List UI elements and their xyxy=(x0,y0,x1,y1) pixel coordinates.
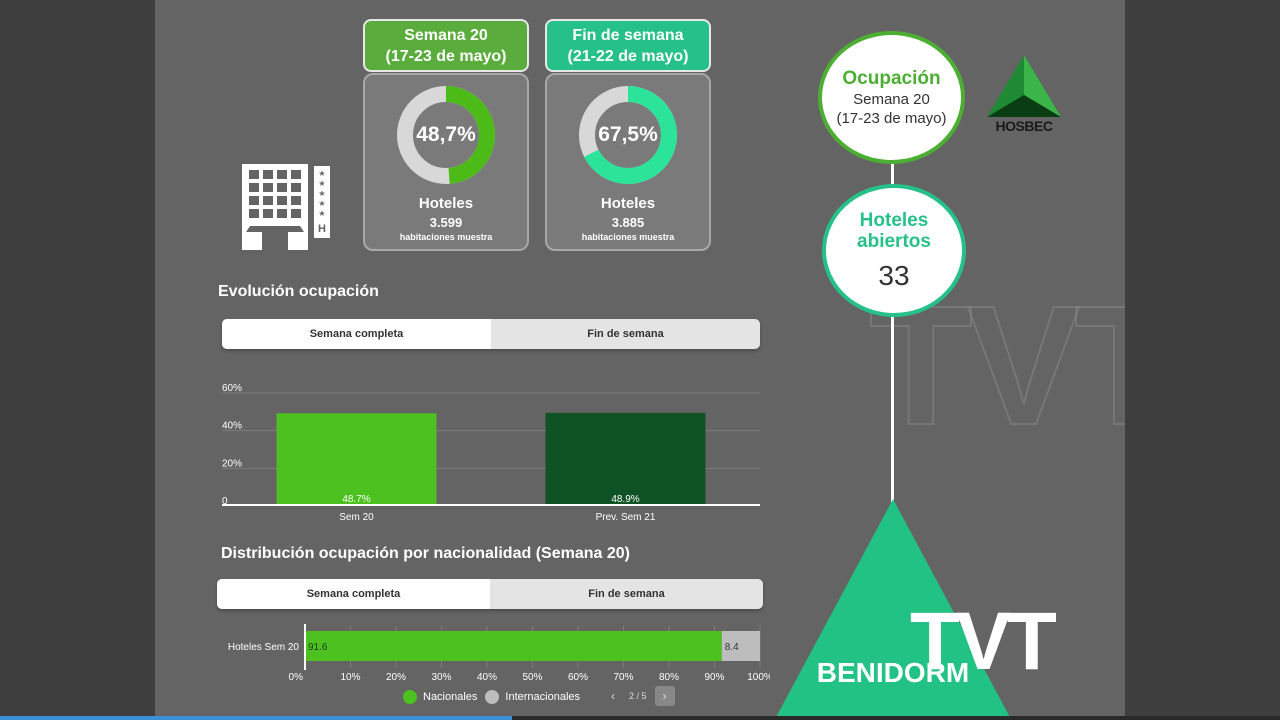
tab-weekend[interactable]: Fin de semana xyxy=(587,328,664,340)
bar-value-label: 48.9% xyxy=(611,494,639,505)
x-tick-label: 30% xyxy=(431,672,451,683)
occupancy-circle-title: Ocupación xyxy=(842,67,941,89)
x-tick-label: 10% xyxy=(340,672,360,683)
next-page-button[interactable]: › xyxy=(654,686,675,706)
svg-text:★: ★ xyxy=(318,209,325,218)
page-indicator: 2 / 5 xyxy=(629,691,647,701)
video-progress-bar[interactable] xyxy=(0,716,1280,720)
video-progress-fill xyxy=(0,716,512,720)
hosbec-logo-icon xyxy=(987,55,1061,117)
tvt-logo: TVT xyxy=(910,596,1057,687)
right-letterbox xyxy=(1125,0,1280,720)
x-tick-label: 90% xyxy=(704,672,724,683)
weekend-occupancy-card: 67,5% Hoteles 3.885 habitaciones muestra xyxy=(545,73,711,251)
occupancy-circle-dates: (17-23 de mayo) xyxy=(836,109,947,127)
svg-text:★: ★ xyxy=(318,169,325,178)
prev-page-button[interactable]: ‹ xyxy=(611,689,615,703)
weekend-card-rooms: 3.885 xyxy=(611,215,645,230)
connector-line xyxy=(891,163,894,503)
x-tick-label: 70% xyxy=(613,672,633,683)
weekend-donut: 67,5% xyxy=(576,83,680,187)
left-letterbox xyxy=(0,0,155,720)
x-category-label: Sem 20 xyxy=(339,512,374,523)
week-card-rooms: 3.599 xyxy=(429,215,463,230)
svg-text:★: ★ xyxy=(318,179,325,188)
legend-item-internacionales[interactable]: Internacionales xyxy=(485,690,580,704)
x-tick-label: 80% xyxy=(659,672,679,683)
week-donut: 48,7% xyxy=(394,83,498,187)
x-tick-label: 20% xyxy=(386,672,406,683)
y-tick-label: 0 xyxy=(222,496,228,507)
distribution-title: Distribución ocupación por nacionalidad … xyxy=(221,545,630,562)
tab-week-complete[interactable]: Semana completa xyxy=(222,319,491,349)
infographic-panel: Semana 20 (17-23 de mayo) Fin de semana … xyxy=(155,0,1125,720)
weekend-header: Fin de semana (21-22 de mayo) xyxy=(545,19,711,72)
bar xyxy=(276,413,437,505)
chart-pager: ‹ 2 / 5 › xyxy=(603,686,675,706)
occupancy-circle: Ocupación Semana 20 (17-23 de mayo) xyxy=(818,31,965,164)
tab-dist-weekend[interactable]: Fin de semana xyxy=(588,588,665,600)
weekend-donut-value: 67,5% xyxy=(598,123,658,146)
evolution-bar-chart: 60% 40% 20% 0 48.7% Sem 20 48.9% Prev. Sem 21 xyxy=(222,383,760,523)
weekend-card-subtitle: habitaciones muestra xyxy=(581,232,675,242)
x-tick-label: 60% xyxy=(568,672,588,683)
segment-value-label: 91.6 xyxy=(308,642,328,653)
chart-legend: Nacionales Internacionales xyxy=(403,690,588,704)
tab-dist-week-complete[interactable]: Semana completa xyxy=(217,579,490,609)
y-tick-label: 40% xyxy=(222,421,242,432)
svg-text:★: ★ xyxy=(318,199,325,208)
legend-dot-internacionales xyxy=(485,690,500,704)
x-tick-label: 0% xyxy=(289,672,304,683)
open-hotels-circle: Hoteles abiertos 33 xyxy=(822,184,966,317)
legend-label-internacionales: Internacionales xyxy=(505,691,581,703)
x-category-label: Prev. Sem 21 xyxy=(596,512,656,523)
legend-label-nacionales: Nacionales xyxy=(423,691,478,703)
legend-dot-nacionales xyxy=(403,690,417,704)
evolution-title: Evolución ocupación xyxy=(218,283,379,300)
weekend-header-line2: (21-22 de mayo) xyxy=(567,47,689,65)
segment-value-label: 8.4 xyxy=(725,642,739,653)
stacked-bar-segment xyxy=(305,631,722,661)
week-donut-value: 48,7% xyxy=(416,123,476,146)
evolution-tabs: Semana completa Fin de semana xyxy=(222,319,760,349)
bar-value-label: 48.7% xyxy=(342,494,370,505)
city-triangle xyxy=(774,499,1012,720)
weekend-card-label: Hoteles xyxy=(600,195,656,212)
x-tick-label: 50% xyxy=(522,672,542,683)
week-header: Semana 20 (17-23 de mayo) xyxy=(363,19,529,72)
open-hotels-title-line1: Hoteles xyxy=(859,209,929,231)
x-tick-label: 40% xyxy=(477,672,497,683)
week-card-subtitle: habitaciones muestra xyxy=(399,232,493,242)
hotel-building-icon: ★★★★★ H xyxy=(242,164,330,250)
y-category-label: Hoteles Sem 20 xyxy=(228,642,300,653)
week-header-line2: (17-23 de mayo) xyxy=(385,47,507,65)
svg-text:★: ★ xyxy=(318,189,325,198)
y-tick-label: 60% xyxy=(222,383,242,394)
x-tick-label: 100% xyxy=(747,672,770,683)
nationality-stacked-bar-chart: 0% 10% 20% 30% 40% 50% 60% 70% 80% 90% 100% Hoteles… xyxy=(228,624,770,683)
legend-item-nacionales[interactable]: Nacionales xyxy=(403,690,477,704)
city-name: BENIDORM xyxy=(816,657,970,688)
occupancy-circle-week: Semana 20 xyxy=(853,90,930,108)
weekend-header-line1: Fin de semana xyxy=(572,26,684,44)
svg-text:H: H xyxy=(318,223,326,235)
stacked-bar-segment xyxy=(721,631,760,661)
y-tick-label: 20% xyxy=(222,458,242,469)
open-hotels-title-line2: abiertos xyxy=(857,230,931,252)
open-hotels-count: 33 xyxy=(878,259,910,291)
week-occupancy-card: 48,7% Hoteles 3.599 habitaciones muestra xyxy=(363,73,529,251)
distribution-tabs: Semana completa Fin de semana xyxy=(217,579,763,609)
hosbec-logo-text: HOSBEC xyxy=(995,118,1053,134)
bar xyxy=(545,412,706,505)
week-card-label: Hoteles xyxy=(418,195,474,212)
week-header-line1: Semana 20 xyxy=(404,26,488,44)
